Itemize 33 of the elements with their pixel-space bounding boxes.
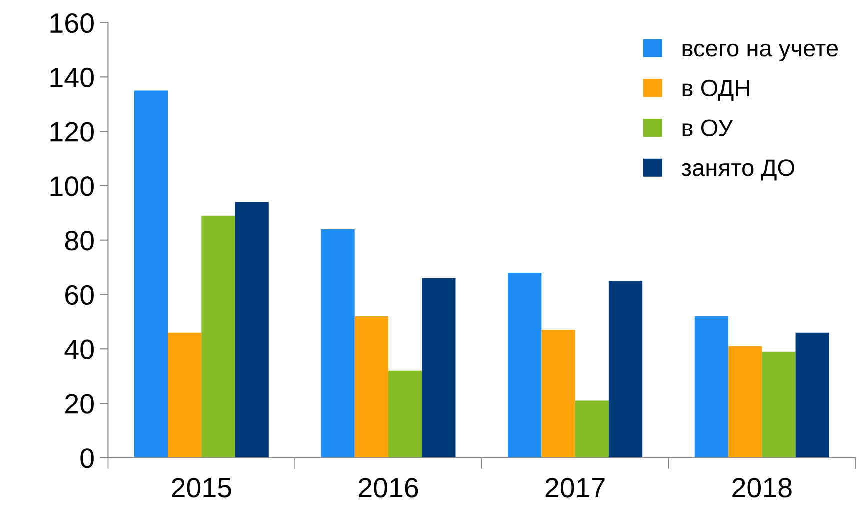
x-tick-label: 2017 (546, 478, 605, 498)
legend-label: в ОДН (682, 80, 750, 102)
legend-label: занято ДО (682, 160, 794, 181)
y-tick-label: 80 (65, 231, 94, 251)
bar (168, 332, 202, 458)
y-tick-label: 120 (50, 122, 94, 142)
legend-label: в ОУ (682, 120, 734, 136)
y-tick-label: 20 (66, 394, 94, 414)
y-tick-label: 140 (50, 68, 94, 88)
bar (796, 332, 830, 458)
bar (728, 346, 762, 458)
y-tick-label: 0 (80, 448, 94, 468)
x-tick-label: 2015 (172, 478, 232, 498)
y-tick-label: 160 (50, 13, 94, 34)
y-tick-label: 100 (50, 176, 94, 196)
bar (422, 278, 456, 458)
bar (321, 229, 355, 458)
bar (694, 316, 729, 458)
bar (542, 330, 576, 458)
bar (762, 352, 796, 458)
y-tick-label: 40 (64, 340, 94, 360)
bar (575, 400, 609, 458)
bar (508, 272, 542, 458)
bar (388, 370, 422, 458)
bar (354, 316, 388, 458)
bar (235, 202, 269, 458)
x-tick-label: 2018 (732, 478, 792, 498)
bar (202, 216, 236, 458)
bar (134, 90, 168, 458)
legend-label: всего на учете (682, 44, 838, 62)
y-tick-label: 60 (66, 285, 94, 306)
x-tick-label: 2016 (358, 478, 418, 498)
bar (608, 281, 643, 458)
